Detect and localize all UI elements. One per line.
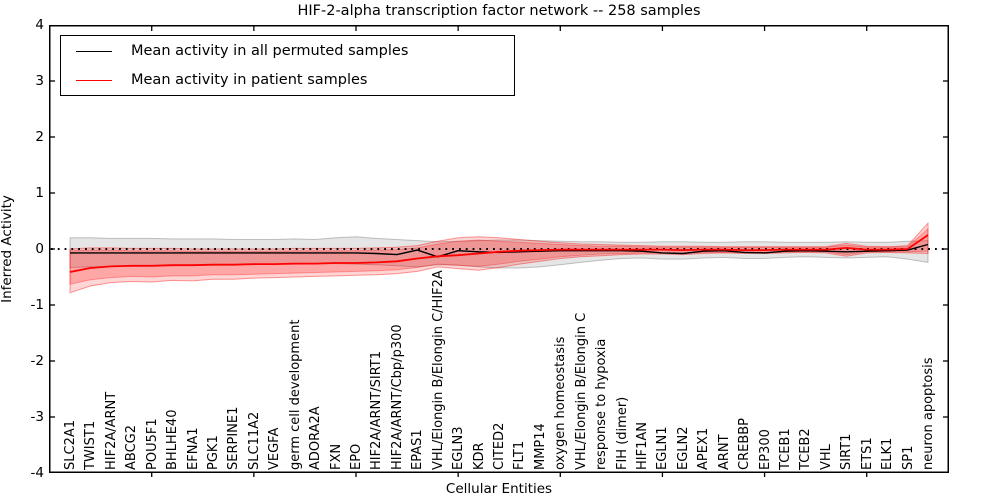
y-tick-label: -2: [30, 353, 44, 369]
x-tick-label: neuron apoptosis: [921, 357, 936, 471]
legend-label: Mean activity in patient samples: [131, 72, 368, 88]
y-tick-label: -4: [30, 465, 44, 481]
x-tick-label: HIF2A/ARNT/SIRT1: [369, 351, 385, 470]
x-tick-label: ADORA2A: [308, 406, 324, 470]
y-tick-label: 0: [35, 241, 44, 257]
x-tick-label: ELK1: [880, 437, 896, 470]
x-tick-label: TCEB1: [778, 428, 793, 470]
legend-item: Mean activity in all permuted samples: [61, 37, 514, 66]
x-tick-label: TWIST1: [83, 420, 99, 470]
x-tick-label: APEX1: [696, 427, 712, 470]
y-tick-label: 3: [35, 73, 44, 89]
legend-item: Mean activity in patient samples: [61, 66, 514, 95]
x-tick-label: PGK1: [206, 435, 221, 470]
x-tick-label: EGLN1: [655, 426, 671, 470]
x-tick-label: SIRT1: [839, 433, 855, 470]
x-tick-label: SLC11A2: [246, 411, 262, 470]
x-tick-label: ARNT: [716, 434, 732, 470]
y-tick-label: 2: [35, 129, 44, 145]
plot-border: [49, 25, 949, 473]
x-tick-label: KDR: [471, 442, 487, 470]
x-tick-label: response to hypoxia: [594, 338, 610, 470]
x-axis-label: Cellular Entities: [445, 481, 553, 497]
legend-label: Mean activity in all permuted samples: [131, 43, 409, 59]
x-tick-label: VHL/Elongin B/Elongin C: [573, 312, 589, 470]
x-tick-label: SERPINE1: [226, 406, 242, 470]
plot-area: [49, 25, 949, 477]
x-tick-label: germ cell development: [287, 319, 303, 470]
legend: Mean activity in all permuted samples Mea…: [60, 35, 515, 96]
x-tick-label: FXN: [328, 443, 344, 470]
x-tick-label: EPAS1: [410, 429, 426, 470]
y-tick-label: -3: [30, 409, 44, 425]
x-tick-label: oxygen homeostasis: [553, 336, 569, 470]
x-tick-label: HIF2A/ARNT/Cbp/p300: [389, 324, 405, 470]
x-tick-label: FLT1: [512, 440, 528, 470]
x-tick-label: POU5F1: [144, 418, 160, 470]
x-tick-label: HIF2A/ARNT: [103, 391, 119, 470]
legend-line-sample: [76, 79, 112, 81]
x-tick-label: VHL/Elongin B/Elongin C/HIF2A: [430, 270, 446, 470]
x-tick-label: MMP14: [532, 423, 548, 470]
x-tick-label: BHLHE40: [165, 409, 181, 470]
x-tick-label: SP1: [900, 445, 916, 470]
chart-canvas: [49, 25, 949, 477]
x-tick-label: EP300: [757, 429, 773, 470]
y-tick-label: 1: [35, 185, 44, 201]
x-tick-label: FIH (dimer): [614, 396, 630, 470]
x-tick-label: EFNA1: [185, 427, 201, 470]
legend-line-sample: [76, 50, 112, 52]
x-tick-label: CITED2: [492, 422, 507, 470]
x-tick-label: TCEB2: [798, 428, 814, 470]
x-tick-label: ETS1: [859, 437, 875, 470]
patient-samples-range-outer-band: [69, 221, 929, 294]
x-tick-label: EGLN2: [675, 426, 691, 470]
y-tick-label: 4: [35, 17, 44, 33]
x-tick-label: VHL: [818, 444, 834, 470]
x-tick-label: EPO: [349, 443, 364, 470]
series-line: [69, 234, 929, 273]
x-tick-label: ABCG2: [124, 424, 140, 470]
x-tick-label: VEGFA: [267, 427, 283, 470]
x-tick-label: EGLN3: [451, 426, 467, 470]
x-tick-label: CREBBP: [737, 418, 753, 470]
y-tick-label: -1: [30, 297, 44, 313]
x-tick-label: HIF1AN: [635, 422, 650, 470]
x-tick-label: SLC2A1: [63, 419, 78, 470]
chart-title: HIF-2-alpha transcription factor network…: [297, 3, 701, 19]
patient-samples-range-inner-band: [69, 227, 929, 285]
